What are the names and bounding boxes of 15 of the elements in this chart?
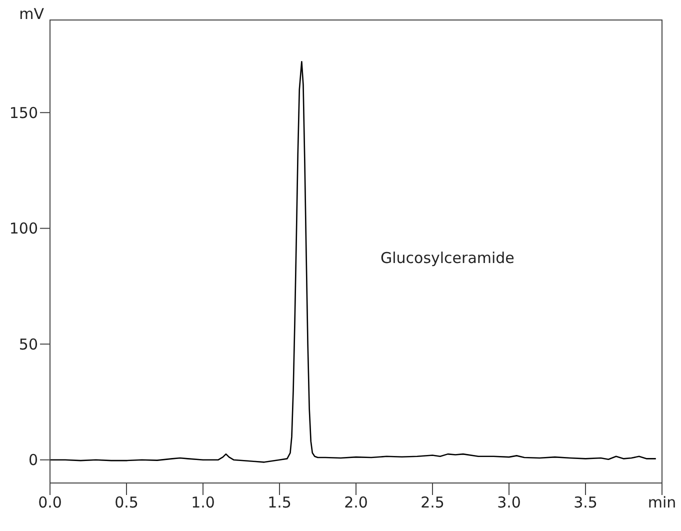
y-tick-label: 0 xyxy=(28,451,38,470)
y-axis-title: mV xyxy=(19,5,45,23)
y-tick-label: 100 xyxy=(9,220,38,238)
x-tick-label: 3.5 xyxy=(574,494,598,512)
y-tick-label: 50 xyxy=(18,335,38,354)
x-tick-label: min xyxy=(648,494,676,512)
x-tick-label: 2.0 xyxy=(344,494,368,512)
x-tick-label: 2.5 xyxy=(420,494,444,512)
x-tick-label: 0.5 xyxy=(114,494,138,512)
x-tick-label: 0.0 xyxy=(38,494,62,512)
y-tick-label: 150 xyxy=(9,104,38,122)
annotation: Glucosylceramide xyxy=(380,249,514,268)
x-tick-label: 1.0 xyxy=(191,494,215,512)
x-tick-label: 1.5 xyxy=(268,494,292,512)
x-tick-label: 3.0 xyxy=(497,494,521,512)
